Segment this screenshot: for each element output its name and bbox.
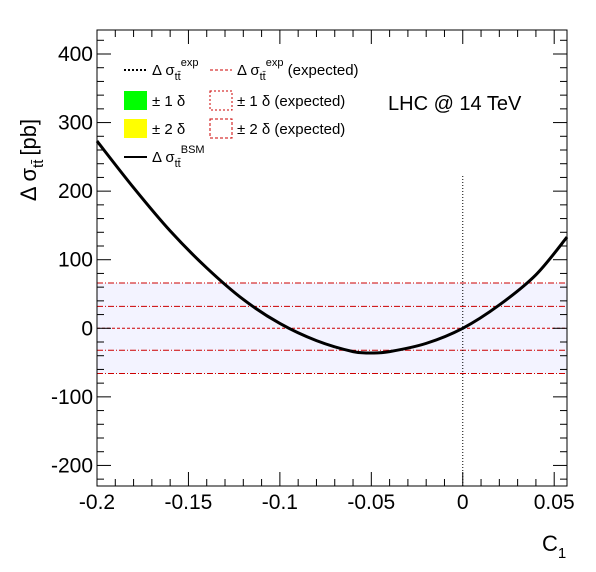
x-tick-label: 0.05 — [534, 491, 575, 514]
bsm-curve — [95, 140, 569, 355]
x-tick-label: -0.1 — [262, 491, 298, 514]
y-axis-title-main: Δ σ — [16, 168, 41, 202]
legend-swatch-1delta — [124, 91, 147, 110]
x-axis-title: C1 — [542, 531, 566, 562]
legend-swatch-1delta-expected — [209, 90, 233, 111]
legend-label-2delta-expected: ± 2 δ (expected) — [237, 121, 345, 138]
svg-text:Δ σtt̄[pb]: Δ σtt̄ [pb] — [16, 119, 47, 201]
legend-label-bsm: Δ σtt̄BSM — [152, 144, 205, 170]
x-axis-title-main: C — [542, 531, 558, 556]
y-axis-ticks: -200 -100 0 100 200 300 400 — [51, 39, 567, 480]
y-axis-title-unit: [pb] — [16, 119, 41, 156]
x-axis-title-sub: 1 — [558, 545, 566, 562]
legend-swatch-2delta-expected — [209, 118, 233, 139]
expected-lines — [97, 282, 567, 375]
legend-label-1delta-expected: ± 1 δ (expected) — [237, 93, 345, 110]
y-axis-title: Δ σtt̄ [pb] — [16, 119, 47, 201]
legend-swatch-2delta — [124, 119, 147, 138]
legend-label-2delta: ± 2 δ — [152, 121, 185, 138]
y-axis-title-sub: tt̄ — [30, 159, 47, 168]
y-tick-label: 100 — [58, 249, 93, 272]
x-tick-label: -0.15 — [165, 491, 213, 514]
x-tick-label: -0.05 — [347, 491, 395, 514]
y-tick-label: 300 — [58, 112, 93, 135]
legend-label-exp-expected: Δ σtt̄exp (expected) — [237, 57, 359, 83]
y-tick-label: 200 — [58, 180, 93, 203]
y-tick-label: -100 — [51, 386, 93, 409]
x-tick-label: 0 — [457, 491, 469, 514]
y-tick-label: 0 — [81, 317, 93, 340]
y-tick-label: -200 — [51, 454, 93, 477]
y-tick-label: 400 — [58, 43, 93, 66]
lhc-energy-annotation: LHC @ 14 TeV — [388, 93, 522, 115]
x-tick-label: -0.2 — [79, 491, 115, 514]
legend-label-exp: Δ σtt̄exp — [152, 57, 199, 83]
legend: Δ σtt̄exp Δ σtt̄exp (expected) ± 1 δ ± 1… — [124, 57, 359, 170]
plot-frame — [96, 29, 568, 487]
legend-label-1delta: ± 1 δ — [152, 93, 185, 110]
x-axis-ticks: -0.2 -0.15 -0.1 -0.05 0 0.05 — [79, 30, 575, 514]
